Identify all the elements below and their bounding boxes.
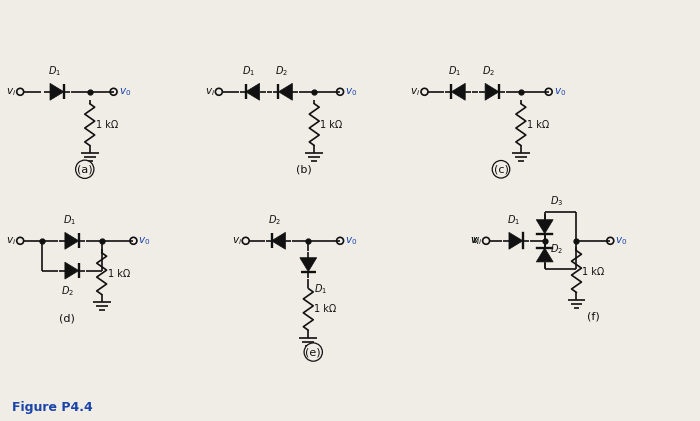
Polygon shape bbox=[65, 262, 79, 279]
Text: $D_3$: $D_3$ bbox=[550, 194, 563, 208]
Text: $D_3$: $D_3$ bbox=[570, 190, 583, 204]
Text: $D_1$: $D_1$ bbox=[242, 64, 256, 78]
Text: 1 kΩ: 1 kΩ bbox=[108, 269, 130, 279]
Text: (a): (a) bbox=[77, 164, 92, 174]
Text: $v_i$: $v_i$ bbox=[6, 86, 16, 98]
Text: (b): (b) bbox=[296, 164, 312, 174]
Text: (c): (c) bbox=[494, 164, 508, 174]
Polygon shape bbox=[555, 204, 572, 218]
Polygon shape bbox=[246, 83, 260, 100]
Text: $v_0$: $v_0$ bbox=[139, 235, 150, 247]
Text: $D_1$: $D_1$ bbox=[63, 213, 76, 227]
Polygon shape bbox=[536, 220, 553, 234]
Text: 1 kΩ: 1 kΩ bbox=[314, 304, 337, 314]
Text: $D_2$: $D_2$ bbox=[275, 64, 288, 78]
Text: $v_i$: $v_i$ bbox=[232, 235, 242, 247]
Text: $v_i$: $v_i$ bbox=[472, 235, 482, 247]
Polygon shape bbox=[510, 232, 524, 249]
Polygon shape bbox=[272, 232, 286, 249]
Text: 1 kΩ: 1 kΩ bbox=[320, 120, 342, 130]
Polygon shape bbox=[536, 248, 553, 262]
Text: $v_i$: $v_i$ bbox=[6, 235, 16, 247]
Text: $v_0$: $v_0$ bbox=[345, 235, 357, 247]
Text: $v_0$: $v_0$ bbox=[615, 235, 627, 247]
Text: $D_1$: $D_1$ bbox=[508, 213, 522, 227]
Text: $D_1$: $D_1$ bbox=[508, 213, 521, 227]
Bar bbox=[479, 186, 688, 290]
Polygon shape bbox=[300, 258, 316, 272]
Text: 1 kΩ: 1 kΩ bbox=[527, 120, 549, 130]
Polygon shape bbox=[65, 232, 79, 249]
Polygon shape bbox=[507, 232, 521, 249]
Text: $D_1$: $D_1$ bbox=[48, 64, 62, 78]
Text: $D_2$: $D_2$ bbox=[482, 64, 495, 78]
Text: $D_1$: $D_1$ bbox=[448, 64, 461, 78]
Text: $v_i$: $v_i$ bbox=[205, 86, 215, 98]
Text: (d): (d) bbox=[59, 313, 75, 323]
Text: $v_0$: $v_0$ bbox=[554, 86, 566, 98]
Text: $v_i$: $v_i$ bbox=[470, 235, 480, 247]
Text: 1 kΩ: 1 kΩ bbox=[96, 120, 118, 130]
Text: $v_0$: $v_0$ bbox=[118, 86, 131, 98]
Text: $D_2$: $D_2$ bbox=[268, 213, 281, 227]
Text: Figure P4.4: Figure P4.4 bbox=[12, 401, 93, 414]
Bar bbox=[479, 216, 678, 285]
Polygon shape bbox=[279, 83, 293, 100]
Text: $v_i$: $v_i$ bbox=[410, 86, 421, 98]
Polygon shape bbox=[50, 83, 64, 100]
Text: $D_1$: $D_1$ bbox=[314, 282, 328, 296]
Text: $D_2$: $D_2$ bbox=[550, 242, 563, 256]
Polygon shape bbox=[509, 232, 523, 249]
Text: (e): (e) bbox=[305, 347, 321, 357]
Text: (f): (f) bbox=[587, 311, 600, 321]
Text: $v_0$: $v_0$ bbox=[345, 86, 357, 98]
Text: $v_i$: $v_i$ bbox=[470, 235, 480, 247]
Polygon shape bbox=[452, 83, 466, 100]
Bar bbox=[479, 191, 678, 285]
Polygon shape bbox=[485, 83, 499, 100]
Text: $D_1$: $D_1$ bbox=[505, 213, 519, 227]
Text: 1 kΩ: 1 kΩ bbox=[582, 266, 605, 277]
Text: $D_2$: $D_2$ bbox=[62, 285, 74, 298]
